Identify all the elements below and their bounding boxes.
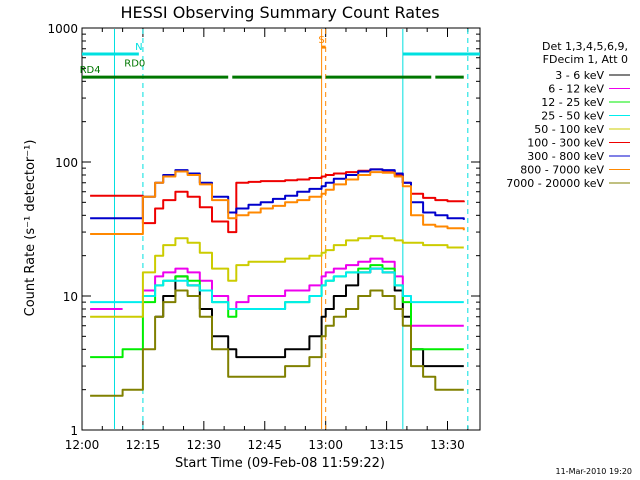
y-tick-label: 100 — [55, 156, 78, 170]
legend-label-50-100-kev: 50 - 100 keV — [534, 123, 604, 136]
legend-label-3-6-kev: 3 - 6 keV — [555, 69, 604, 82]
status-label-n: N — [135, 42, 142, 53]
status-label-rd0: RD0 — [124, 59, 145, 70]
legend-header-line-2: FDecim 1, Att 0 — [543, 53, 628, 66]
x-tick-label: 12:30 — [187, 438, 222, 452]
series-line-800-7000-kev — [90, 170, 465, 235]
series-line-6-12-kev — [90, 257, 464, 327]
x-tick-label: 13:30 — [430, 438, 465, 452]
legend-label-25-50-kev: 25 - 50 keV — [541, 110, 604, 123]
legend-header-line-1: Det 1,3,4,5,6,9, — [542, 40, 628, 53]
chart-title: HESSI Observing Summary Count Rates — [120, 3, 439, 22]
status-label-s: S — [318, 35, 324, 46]
x-tick-label: 13:00 — [308, 438, 343, 452]
y-axis-label: Count Rate (s⁻¹ detector⁻¹) — [23, 140, 38, 317]
x-tick-label: 12:45 — [247, 438, 282, 452]
x-axis-label: Start Time (09-Feb-08 11:59:22) — [175, 456, 385, 471]
series-line-100-300-kev — [90, 168, 465, 234]
series-line-300-800-kev — [90, 168, 465, 220]
legend-label-800-7000-kev: 800 - 7000 keV — [520, 164, 604, 177]
plot-area: 1 10 100 1000 12:00 12:15 12:30 12:45 13:00 13:15… — [47, 22, 481, 452]
series-line-50-100-kev — [90, 235, 464, 318]
series-line-12-25-kev — [90, 264, 464, 359]
x-tick-label: 13:15 — [369, 438, 404, 452]
legend-label-100-300-kev: 100 - 300 keV — [527, 137, 604, 150]
legend-label-300-800-kev: 300 - 800 keV — [527, 150, 604, 163]
x-tick-label: 12:15 — [126, 438, 161, 452]
series-line-7000-20000-kev — [90, 289, 464, 397]
status-label-rd4: RD4 — [80, 65, 101, 76]
y-tick-label: 1000 — [47, 22, 78, 36]
legend-label-12-25-kev: 12 - 25 keV — [541, 96, 604, 109]
y-tick-label: 10 — [63, 290, 78, 304]
footer-date: 11-Mar-2010 19:20 — [556, 467, 633, 476]
x-tick-label: 12:00 — [65, 438, 100, 452]
legend-label-6-12-kev: 6 - 12 keV — [548, 83, 604, 96]
y-tick-label: 1 — [70, 424, 78, 438]
plot-frame — [81, 27, 481, 431]
series-line-25-50-kev — [90, 267, 464, 310]
legend-label-7000-20000-kev: 7000 - 20000 keV — [506, 177, 604, 190]
